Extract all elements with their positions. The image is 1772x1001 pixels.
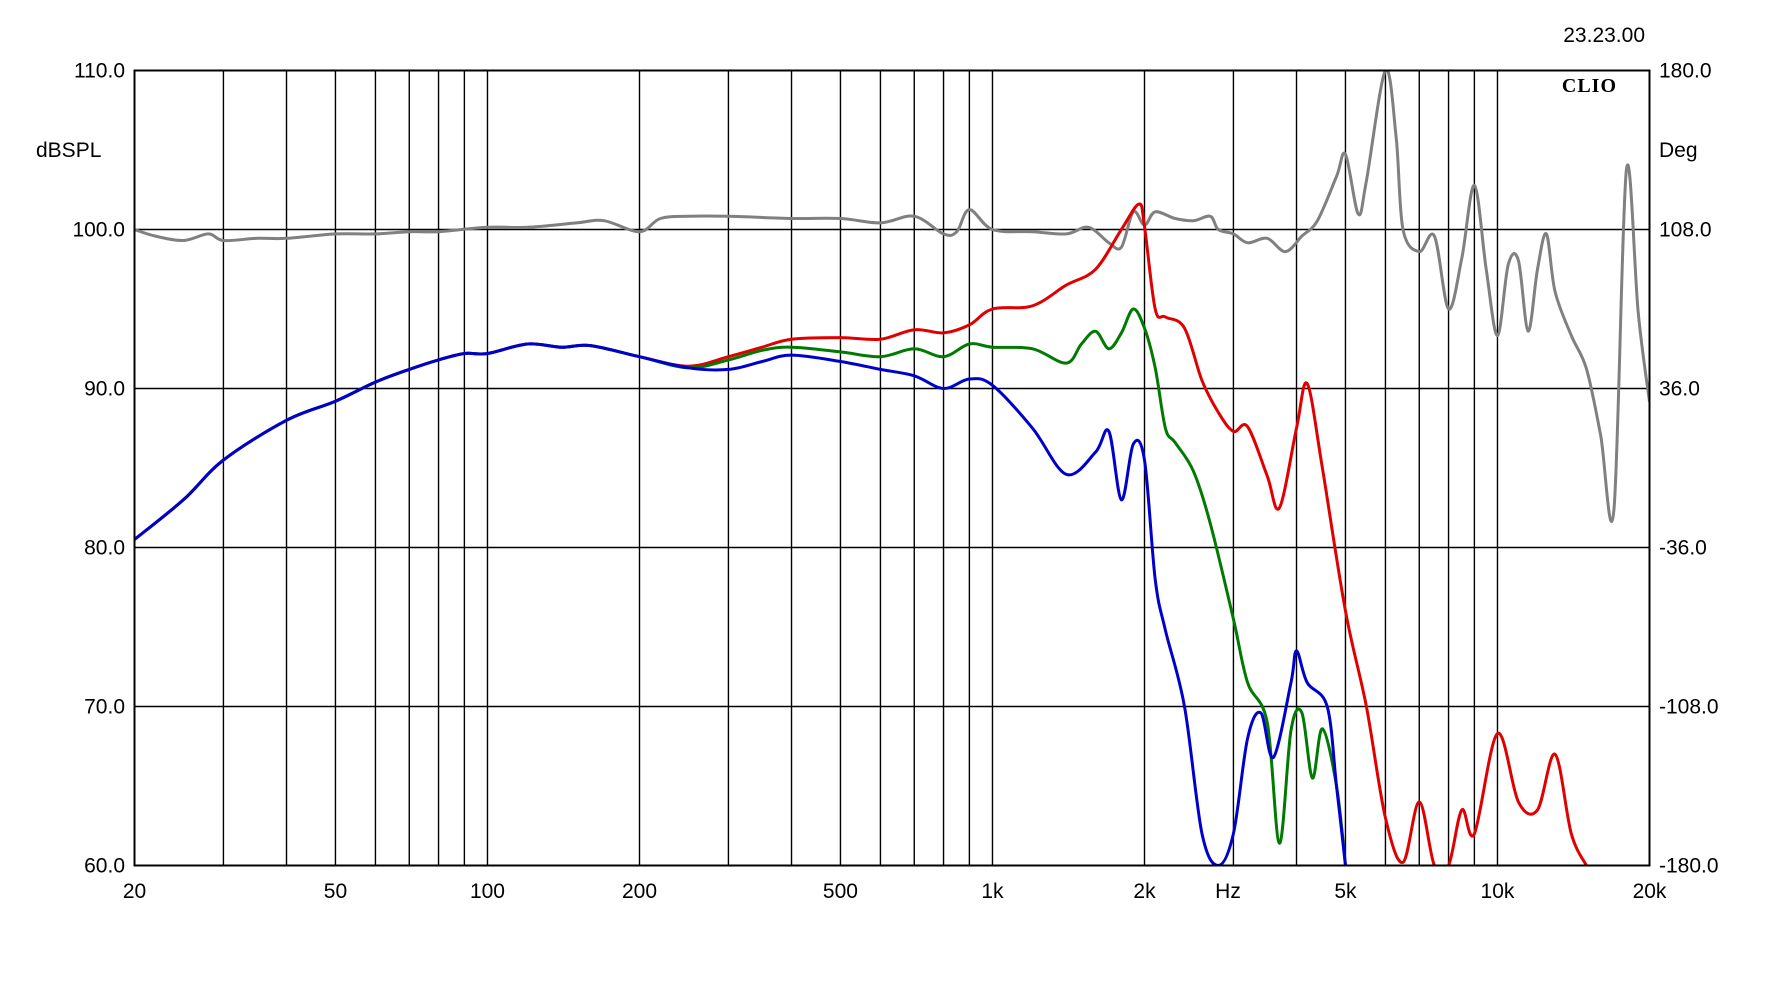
x-axis-label: Hz [1215, 880, 1241, 903]
x-tick-label: 1k [981, 880, 1004, 903]
y2-tick-label: 180.0 [1659, 60, 1712, 83]
y2-tick-label: -36.0 [1659, 537, 1707, 560]
curves [134, 70, 1650, 866]
y2-tick-label: -180.0 [1659, 855, 1719, 878]
x-tick-label: 500 [823, 880, 858, 903]
response-curve-red [134, 202, 1588, 866]
y-tick-label: 100.0 [72, 219, 125, 242]
y-tick-label: 70.0 [84, 696, 125, 719]
y2-axis-label: Deg [1659, 139, 1698, 162]
y-tick-label: 60.0 [84, 855, 125, 878]
x-tick-label: 50 [324, 880, 347, 903]
x-tick-label: 2k [1133, 880, 1156, 903]
x-axis-ticks: 20 50 100 200 500 1k 2k 5k 10k 20k [123, 880, 1667, 903]
phase-curve [134, 70, 1650, 523]
y-axis-label: dBSPL [36, 139, 101, 162]
y2-axis-ticks: -180.0 -108.0 -36.0 36.0 108.0 180.0 [1659, 60, 1719, 878]
response-curve-green [134, 307, 1347, 866]
x-tick-label: 5k [1334, 880, 1357, 903]
y2-tick-label: 108.0 [1659, 219, 1712, 242]
y2-tick-label: -108.0 [1659, 696, 1719, 719]
grid-lines [133, 69, 1651, 867]
response-curve-blue [134, 342, 1347, 866]
y-axis-ticks: 60.0 70.0 80.0 90.0 100.0 110.0 [72, 60, 125, 878]
y2-tick-label: 36.0 [1659, 378, 1700, 401]
x-tick-label: 20 [123, 880, 146, 903]
x-tick-label: 200 [622, 880, 657, 903]
x-tick-label: 10k [1481, 880, 1515, 903]
x-tick-label: 20k [1633, 880, 1667, 903]
y-tick-label: 80.0 [84, 537, 125, 560]
plot-frame [133, 69, 1651, 867]
clio-brand-label: CLIO [1562, 75, 1617, 97]
x-tick-label: 100 [470, 880, 505, 903]
timestamp: 23.23.00 [1563, 24, 1645, 47]
y-tick-label: 90.0 [84, 378, 125, 401]
y-tick-label: 110.0 [74, 60, 125, 83]
